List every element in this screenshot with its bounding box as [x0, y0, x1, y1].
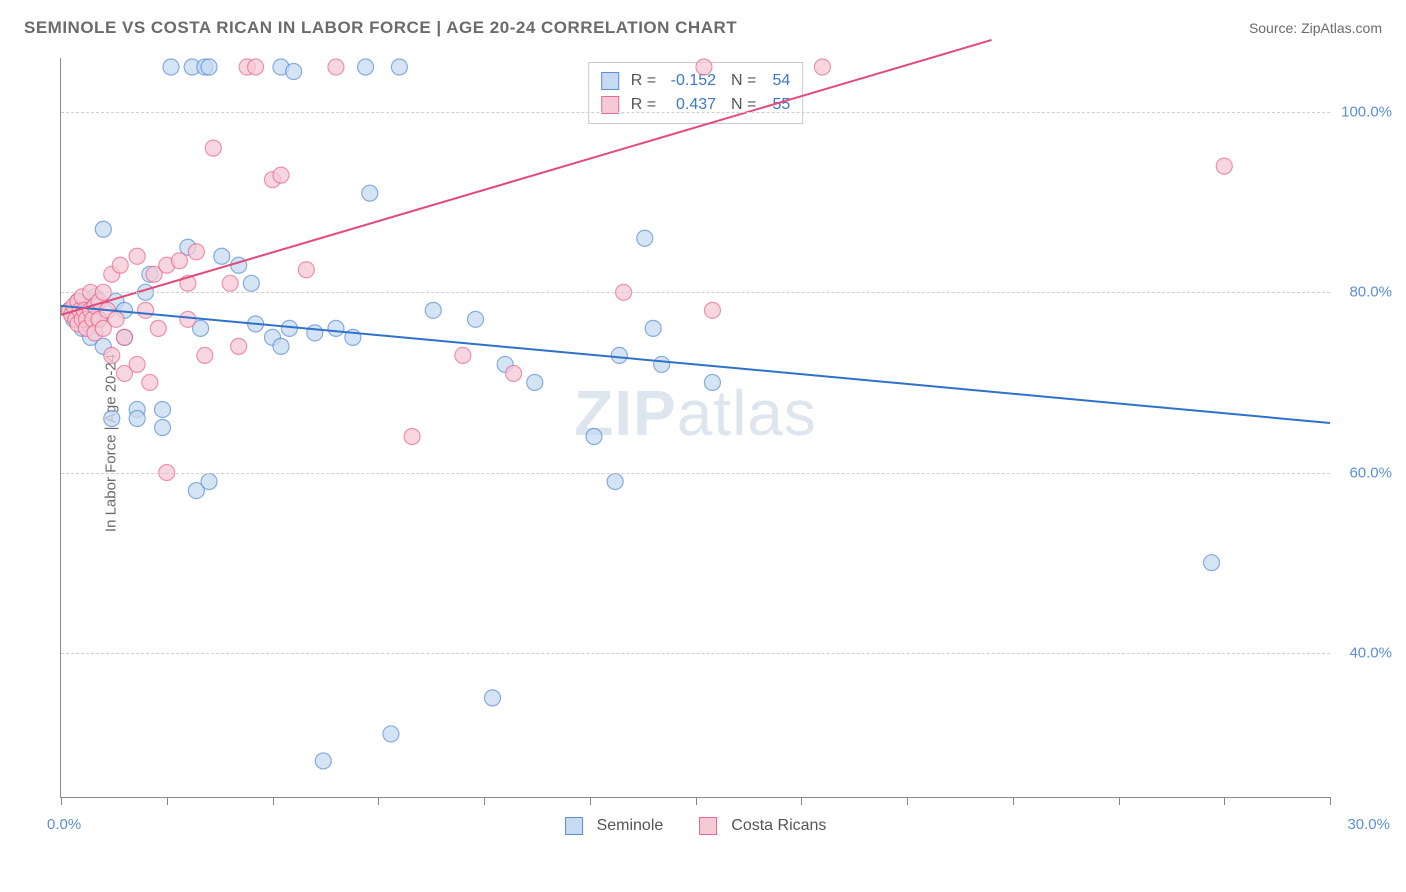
- scatter-point: [328, 320, 344, 336]
- scatter-point: [1216, 158, 1232, 174]
- scatter-point: [150, 320, 166, 336]
- x-tick: [907, 797, 908, 805]
- scatter-point: [607, 474, 623, 490]
- scatter-point: [391, 59, 407, 75]
- scatter-point: [201, 59, 217, 75]
- legend-swatch-seminole: [565, 817, 583, 835]
- scatter-point: [383, 726, 399, 742]
- scatter-point: [201, 474, 217, 490]
- x-tick: [273, 797, 274, 805]
- scatter-point: [108, 311, 124, 327]
- source-attribution: Source: ZipAtlas.com: [1249, 20, 1382, 36]
- scatter-point: [315, 753, 331, 769]
- x-tick: [696, 797, 697, 805]
- scatter-point: [116, 329, 132, 345]
- scatter-point: [645, 320, 661, 336]
- scatter-point: [611, 347, 627, 363]
- scatter-point: [95, 221, 111, 237]
- plot-svg: [61, 58, 1330, 797]
- scatter-point: [129, 248, 145, 264]
- scatter-point: [506, 365, 522, 381]
- scatter-point: [527, 374, 543, 390]
- scatter-point: [404, 429, 420, 445]
- scatter-point: [468, 311, 484, 327]
- x-tick: [1119, 797, 1120, 805]
- scatter-point: [112, 257, 128, 273]
- scatter-point: [484, 690, 500, 706]
- trendline: [61, 40, 992, 315]
- x-tick: [167, 797, 168, 805]
- scatter-point: [243, 275, 259, 291]
- chart-container: In Labor Force | Age 20-24 ZIPatlas R = …: [50, 58, 1380, 828]
- scatter-point: [273, 338, 289, 354]
- scatter-point: [704, 374, 720, 390]
- scatter-point: [138, 302, 154, 318]
- scatter-point: [328, 59, 344, 75]
- scatter-point: [155, 420, 171, 436]
- x-tick: [1224, 797, 1225, 805]
- scatter-point: [358, 59, 374, 75]
- scatter-point: [214, 248, 230, 264]
- scatter-point: [586, 429, 602, 445]
- x-tick: [378, 797, 379, 805]
- y-tick-label: 40.0%: [1349, 644, 1392, 661]
- chart-title: SEMINOLE VS COSTA RICAN IN LABOR FORCE |…: [24, 18, 737, 38]
- scatter-point: [704, 302, 720, 318]
- scatter-point: [129, 356, 145, 372]
- legend: Seminole Costa Ricans: [565, 817, 827, 835]
- gridline-h: [61, 292, 1330, 293]
- x-tick: [1330, 797, 1331, 805]
- scatter-point: [814, 59, 830, 75]
- scatter-point: [155, 401, 171, 417]
- scatter-point: [129, 410, 145, 426]
- scatter-point: [455, 347, 471, 363]
- legend-swatch-costarican: [699, 817, 717, 835]
- scatter-point: [171, 253, 187, 269]
- gridline-h: [61, 112, 1330, 113]
- scatter-point: [654, 356, 670, 372]
- legend-label-seminole: Seminole: [597, 817, 664, 835]
- scatter-point: [248, 59, 264, 75]
- scatter-point: [696, 59, 712, 75]
- scatter-point: [273, 167, 289, 183]
- gridline-h: [61, 653, 1330, 654]
- y-tick-label: 80.0%: [1349, 284, 1392, 301]
- scatter-point: [142, 374, 158, 390]
- scatter-point: [362, 185, 378, 201]
- x-tick: [801, 797, 802, 805]
- x-tick-label-max: 30.0%: [1347, 816, 1390, 833]
- plot-area: ZIPatlas R = -0.152 N = 54 R = 0.437 N =…: [60, 58, 1330, 798]
- scatter-point: [104, 347, 120, 363]
- legend-item-costarican: Costa Ricans: [699, 817, 826, 835]
- x-tick: [590, 797, 591, 805]
- legend-label-costarican: Costa Ricans: [731, 817, 826, 835]
- scatter-point: [1204, 555, 1220, 571]
- scatter-point: [205, 140, 221, 156]
- x-tick-label-min: 0.0%: [47, 816, 81, 833]
- scatter-point: [231, 338, 247, 354]
- scatter-point: [637, 230, 653, 246]
- scatter-point: [104, 410, 120, 426]
- scatter-point: [286, 64, 302, 80]
- x-tick: [484, 797, 485, 805]
- scatter-point: [188, 244, 204, 260]
- scatter-point: [222, 275, 238, 291]
- y-tick-label: 60.0%: [1349, 464, 1392, 481]
- scatter-point: [180, 311, 196, 327]
- scatter-point: [163, 59, 179, 75]
- legend-item-seminole: Seminole: [565, 817, 664, 835]
- x-tick: [1013, 797, 1014, 805]
- trendline: [61, 306, 1330, 423]
- y-tick-label: 100.0%: [1341, 104, 1392, 121]
- scatter-point: [197, 347, 213, 363]
- scatter-point: [425, 302, 441, 318]
- x-tick: [61, 797, 62, 805]
- scatter-point: [307, 325, 323, 341]
- gridline-h: [61, 473, 1330, 474]
- scatter-point: [298, 262, 314, 278]
